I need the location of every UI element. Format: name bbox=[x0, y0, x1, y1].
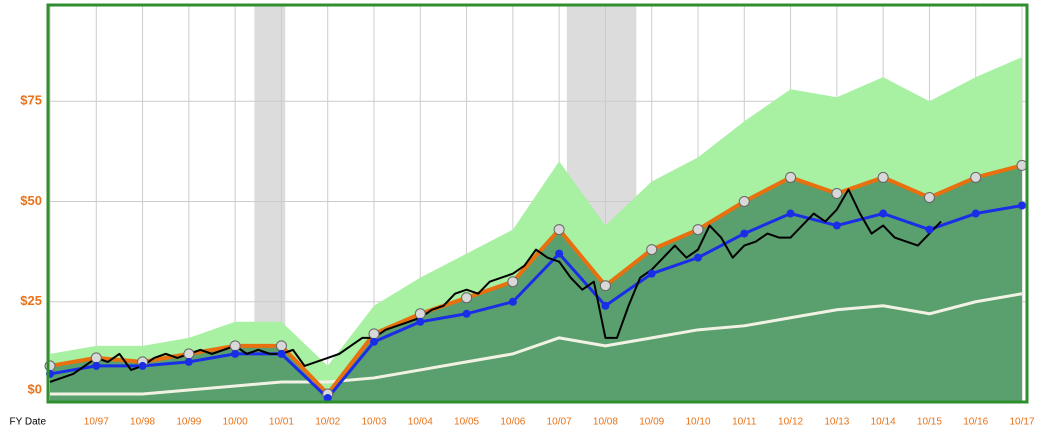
x-axis-label: FY Date bbox=[10, 417, 47, 428]
x-tick-label: 10/05 bbox=[454, 417, 479, 428]
point bbox=[786, 209, 795, 218]
x-tick-label: 10/13 bbox=[824, 417, 849, 428]
y-tick-label: $0 bbox=[28, 381, 42, 396]
point bbox=[555, 249, 564, 258]
point bbox=[275, 340, 287, 352]
point bbox=[323, 393, 332, 402]
point bbox=[831, 187, 843, 199]
point bbox=[183, 348, 195, 360]
point bbox=[461, 292, 473, 304]
point bbox=[231, 349, 240, 358]
point bbox=[970, 171, 982, 183]
point bbox=[462, 309, 471, 318]
x-tick-label: 10/10 bbox=[685, 417, 710, 428]
point bbox=[184, 357, 193, 366]
x-tick-label: 10/15 bbox=[917, 417, 942, 428]
x-tick-label: 10/08 bbox=[593, 417, 618, 428]
point bbox=[277, 349, 286, 358]
point bbox=[740, 229, 749, 238]
x-tick-label: 10/03 bbox=[361, 417, 386, 428]
point bbox=[785, 171, 797, 183]
point bbox=[507, 276, 519, 288]
x-tick-label: 10/99 bbox=[176, 417, 201, 428]
point bbox=[971, 209, 980, 218]
x-tick-label: 10/11 bbox=[732, 417, 757, 428]
x-tick-label: 10/14 bbox=[871, 417, 896, 428]
x-tick-label: 10/17 bbox=[1009, 417, 1034, 428]
x-tick-label: 10/98 bbox=[130, 417, 155, 428]
point bbox=[692, 224, 704, 236]
point bbox=[138, 361, 147, 370]
series-line bbox=[49, 163, 1023, 396]
point bbox=[1018, 201, 1026, 210]
point bbox=[90, 352, 102, 364]
point bbox=[738, 195, 750, 207]
point bbox=[647, 269, 656, 278]
x-tick-label: 10/07 bbox=[547, 417, 572, 428]
x-tick-label: 10/09 bbox=[639, 417, 664, 428]
point bbox=[368, 328, 380, 340]
point bbox=[508, 297, 517, 306]
x-tick-label: 10/04 bbox=[408, 417, 433, 428]
point bbox=[832, 221, 841, 230]
series-line bbox=[49, 204, 1023, 400]
point bbox=[553, 224, 565, 236]
x-tick-label: 10/01 bbox=[269, 417, 294, 428]
point bbox=[877, 171, 889, 183]
point bbox=[229, 340, 241, 352]
x-tick-label: 10/00 bbox=[223, 417, 248, 428]
x-tick-label: 10/02 bbox=[315, 417, 340, 428]
area bbox=[50, 165, 1022, 402]
plot-border bbox=[46, 3, 1029, 404]
point bbox=[370, 337, 378, 346]
point bbox=[879, 209, 888, 218]
point bbox=[601, 301, 610, 310]
x-tick-label: 10/06 bbox=[500, 417, 525, 428]
point bbox=[599, 280, 611, 292]
point bbox=[694, 253, 702, 262]
x-tick-label: 10/97 bbox=[84, 417, 109, 428]
y-tick-label: $25 bbox=[20, 293, 42, 308]
y-tick-label: $75 bbox=[20, 93, 42, 108]
point bbox=[92, 361, 101, 370]
y-tick-label: $50 bbox=[20, 193, 42, 208]
point bbox=[414, 308, 426, 320]
x-tick-label: 10/12 bbox=[778, 417, 803, 428]
point bbox=[646, 244, 658, 256]
price-line bbox=[49, 188, 942, 383]
point bbox=[923, 191, 935, 203]
x-tick-label: 10/16 bbox=[963, 417, 988, 428]
point bbox=[416, 317, 425, 326]
series-line bbox=[50, 292, 1023, 396]
point bbox=[925, 225, 934, 234]
